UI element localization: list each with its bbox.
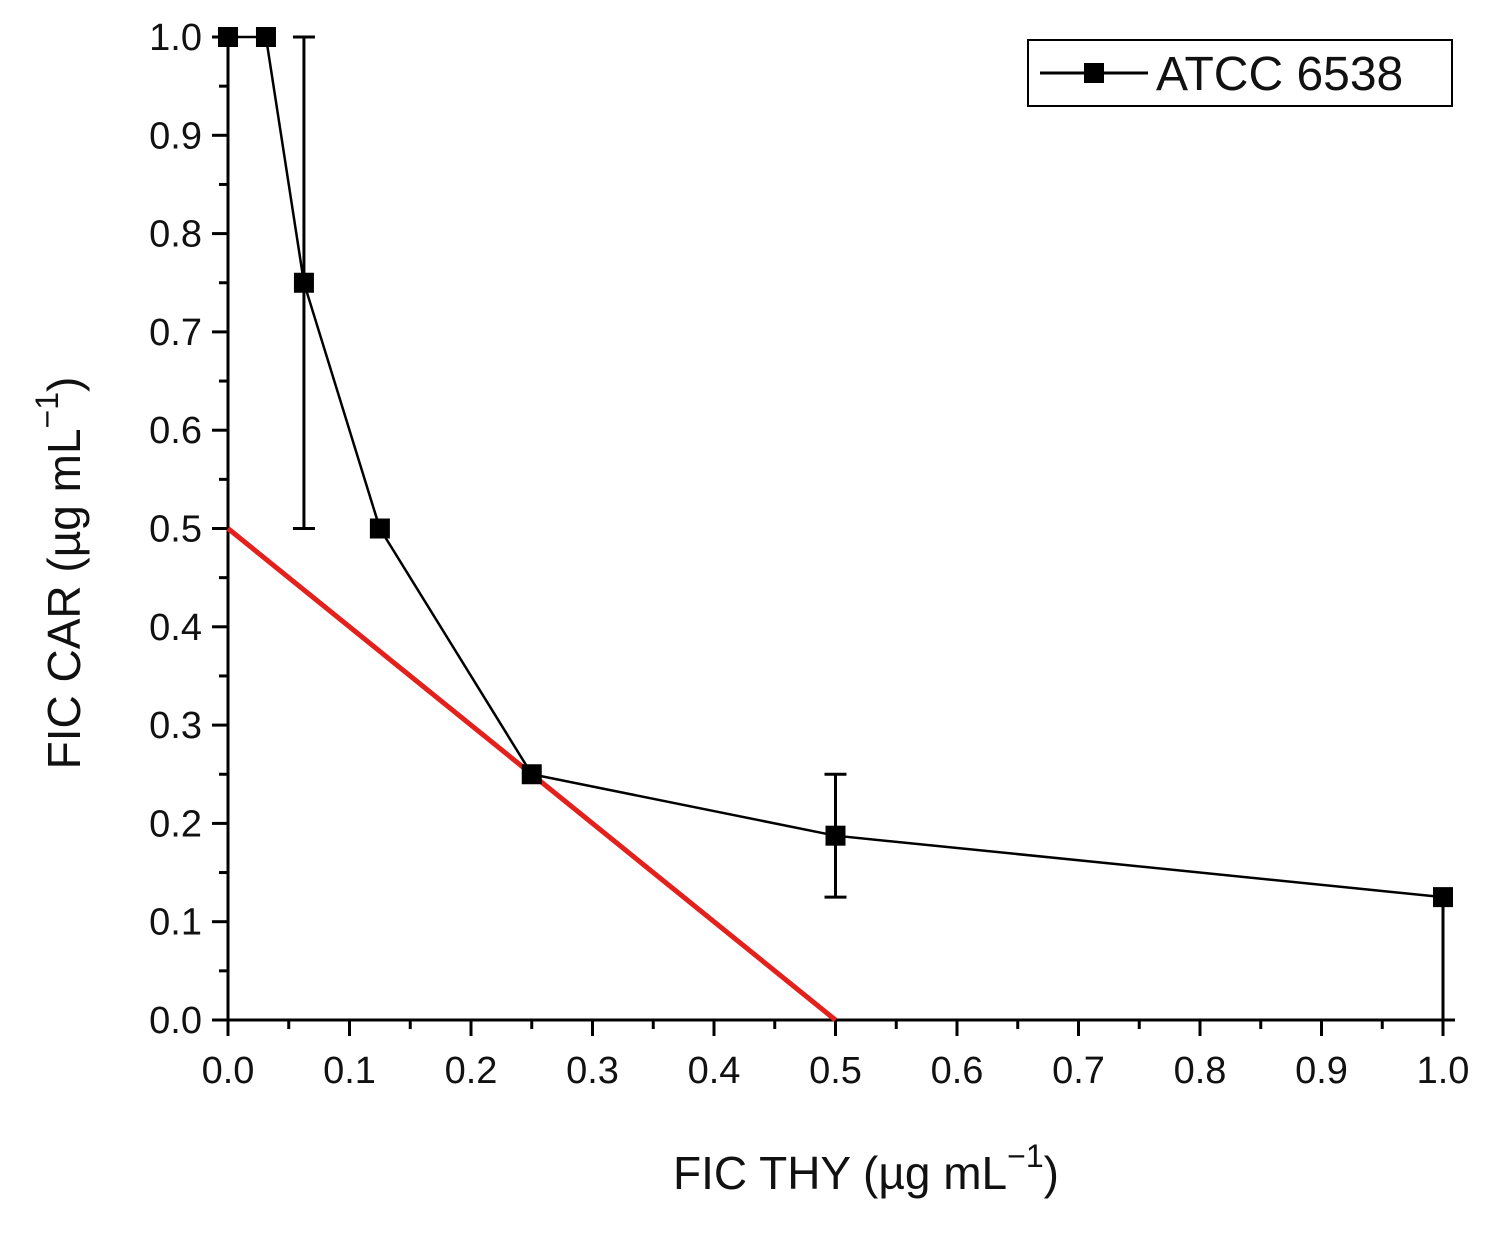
axes xyxy=(212,35,1455,1036)
x-tick-label: 0.8 xyxy=(1174,1050,1227,1092)
legend-square-marker xyxy=(1084,63,1104,83)
data-point-marker xyxy=(293,272,314,293)
y-tick-label: 0.5 xyxy=(149,509,202,551)
x-tick-label: 0.9 xyxy=(1295,1050,1348,1092)
data-point-marker xyxy=(1433,887,1453,908)
x-tick-label: 1.0 xyxy=(1417,1050,1470,1092)
x-tick-label: 0.1 xyxy=(323,1050,376,1092)
y-tick-label: 0.2 xyxy=(149,803,202,845)
x-tick-label: 0.4 xyxy=(688,1050,741,1092)
y-tick-label: 0.8 xyxy=(149,214,202,256)
x-tick-label: 0.0 xyxy=(202,1050,255,1092)
x-tick-label: 0.7 xyxy=(1052,1050,1105,1092)
data-point-marker xyxy=(255,27,276,47)
x-tick-label: 0.2 xyxy=(445,1050,498,1092)
x-tick-label: 0.3 xyxy=(566,1050,619,1092)
y-tick-label: 0.4 xyxy=(149,607,202,649)
x-tick-labels: 0.0 0.1 0.2 0.3 0.4 0.5 0.6 0.7 0.8 0.9 1.0 xyxy=(202,1050,1470,1092)
data-point-marker xyxy=(825,825,846,846)
y-tick-label: 1.0 xyxy=(149,17,202,59)
y-tick-label: 0.1 xyxy=(149,902,202,944)
plot-area: 0.0 0.1 0.2 0.3 0.4 0.5 0.6 0.7 0.8 0.9 1.0 0.0 0.1… xyxy=(149,17,1469,1092)
data-point-marker xyxy=(218,27,238,47)
y-tick-label: 0.6 xyxy=(149,410,202,452)
y-tick-label: 0.0 xyxy=(149,1000,202,1042)
y-axis-title: FIC CAR (µg mL−1) xyxy=(29,377,90,770)
series-atcc-6538 xyxy=(218,27,1454,1022)
data-point-marker xyxy=(369,518,390,539)
legend: ATCC 6538 xyxy=(1027,39,1453,107)
data-point-marker xyxy=(521,764,542,785)
legend-label: ATCC 6538 xyxy=(1156,48,1403,101)
y-tick-label: 0.3 xyxy=(149,705,202,747)
series-line xyxy=(228,35,1444,899)
y-tick-label: 0.9 xyxy=(149,115,202,157)
x-tick-label: 0.6 xyxy=(931,1050,984,1092)
y-tick-label: 0.7 xyxy=(149,312,202,354)
y-tick-labels: 0.0 0.1 0.2 0.3 0.4 0.5 0.6 0.7 0.8 0.9 1.0 xyxy=(149,17,202,1042)
x-axis-title: FIC THY (µg mL−1) xyxy=(673,1138,1059,1199)
x-tick-label: 0.5 xyxy=(809,1050,862,1092)
